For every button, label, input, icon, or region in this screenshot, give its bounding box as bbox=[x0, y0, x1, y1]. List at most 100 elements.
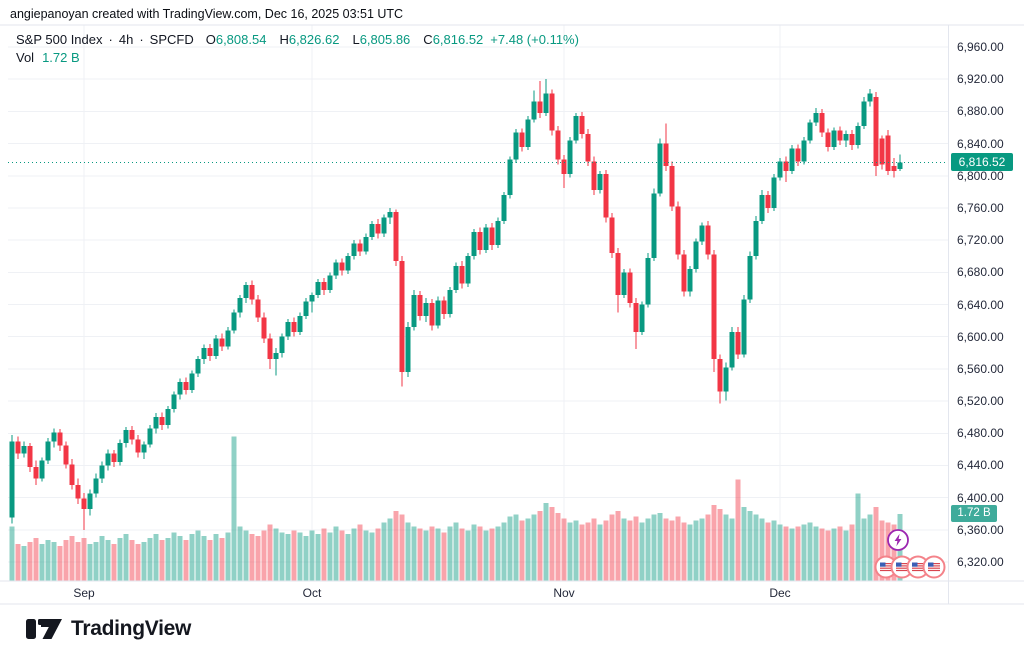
volume-bar bbox=[555, 512, 561, 581]
volume-bar bbox=[189, 534, 195, 581]
volume-bar bbox=[807, 522, 813, 581]
candle-body bbox=[141, 444, 147, 453]
volume-bar bbox=[165, 538, 171, 581]
volume-bar bbox=[423, 530, 429, 581]
candle-body bbox=[579, 116, 585, 134]
candle-body bbox=[711, 254, 717, 360]
economic-event-flag-marker[interactable] bbox=[922, 555, 946, 579]
price-tick-label: 6,520.00 bbox=[957, 394, 1004, 409]
candle-body bbox=[393, 211, 399, 262]
volume-bar bbox=[333, 526, 339, 581]
legend-close: C6,816.52 bbox=[423, 32, 483, 47]
legend-symbol-title[interactable]: S&P 500 Index bbox=[16, 32, 103, 47]
legend-separator-1: · bbox=[108, 32, 113, 47]
candle-body bbox=[753, 220, 759, 257]
candle-body bbox=[783, 161, 789, 171]
candle-body bbox=[519, 132, 525, 147]
price-tick-label: 6,440.00 bbox=[957, 458, 1004, 473]
volume-bar bbox=[261, 530, 267, 581]
candle-body bbox=[555, 130, 561, 160]
price-tick-label: 6,920.00 bbox=[957, 72, 1004, 87]
volume-bar bbox=[33, 538, 39, 581]
volume-bar bbox=[645, 518, 651, 581]
candle-body bbox=[741, 299, 747, 355]
volume-bar bbox=[291, 530, 297, 581]
candle-body bbox=[315, 281, 321, 295]
volume-bar bbox=[567, 522, 573, 581]
candle-body bbox=[705, 225, 711, 255]
volume-bar bbox=[507, 516, 513, 581]
candle-body bbox=[615, 253, 621, 295]
candle-body bbox=[411, 294, 417, 328]
volume-bar bbox=[711, 504, 717, 581]
volume-bar bbox=[615, 510, 621, 581]
candle-body bbox=[231, 312, 237, 331]
candle-body bbox=[9, 441, 15, 518]
volume-bar bbox=[237, 526, 243, 581]
legend-interval[interactable]: 4h bbox=[118, 32, 134, 47]
legend-symbol-code[interactable]: SPCFD bbox=[149, 32, 194, 47]
volume-bar bbox=[651, 514, 657, 581]
time-scale[interactable]: Sep Oct Nov Dec bbox=[0, 581, 948, 604]
volume-bar bbox=[723, 514, 729, 581]
price-tick-label: 6,880.00 bbox=[957, 104, 1004, 119]
volume-bar bbox=[891, 524, 897, 581]
volume-bar bbox=[717, 508, 723, 581]
candle-body bbox=[345, 256, 351, 271]
candle-body bbox=[33, 467, 39, 479]
volume-bar bbox=[705, 514, 711, 581]
economic-event-lightning-marker[interactable] bbox=[887, 529, 909, 551]
volume-bar bbox=[489, 528, 495, 581]
volume-bar bbox=[141, 542, 147, 581]
tradingview-logo[interactable]: TradingView bbox=[26, 616, 191, 642]
candle-body bbox=[573, 116, 579, 141]
candle-body bbox=[387, 211, 393, 218]
legend-separator-2: · bbox=[139, 32, 144, 47]
candle-body bbox=[663, 143, 669, 167]
volume-bar bbox=[45, 540, 51, 581]
candle-body bbox=[147, 428, 153, 445]
candle-body bbox=[201, 347, 207, 360]
candle-body bbox=[159, 417, 165, 426]
volume-bar bbox=[105, 540, 111, 581]
volume-bar bbox=[327, 532, 333, 581]
volume-bar bbox=[441, 532, 447, 581]
volume-bar bbox=[315, 534, 321, 581]
price-scale[interactable]: 6,816.52 1.72 B 6,960.00 6,920.00 6,880.00… bbox=[948, 25, 1024, 604]
candle-body bbox=[153, 417, 159, 429]
candle-body bbox=[471, 232, 477, 257]
volume-bar bbox=[687, 524, 693, 581]
volume-bar bbox=[561, 518, 567, 581]
candle-body bbox=[681, 254, 687, 292]
candle-body bbox=[489, 227, 495, 245]
candle-body bbox=[267, 338, 273, 360]
candle-body bbox=[165, 409, 171, 426]
legend-high: H6,826.62 bbox=[279, 32, 339, 47]
volume-bar bbox=[639, 522, 645, 581]
candle-body bbox=[513, 132, 519, 160]
volume-bar bbox=[375, 528, 381, 581]
legend-open: O6,808.54 bbox=[206, 32, 267, 47]
candle-body bbox=[111, 453, 117, 463]
volume-bar bbox=[267, 524, 273, 581]
volume-bar bbox=[477, 526, 483, 581]
candle-body bbox=[549, 93, 555, 131]
candle-body bbox=[897, 162, 903, 169]
candle-body bbox=[585, 133, 591, 162]
time-tick-label-oct: Oct bbox=[302, 586, 322, 600]
candle-body bbox=[321, 281, 327, 291]
candle-body bbox=[525, 119, 531, 147]
candle-body bbox=[567, 140, 573, 175]
candle-body bbox=[285, 322, 291, 337]
volume-bar bbox=[861, 518, 867, 581]
candle-body bbox=[45, 441, 51, 461]
volume-bar bbox=[543, 503, 549, 581]
volume-bar bbox=[513, 514, 519, 581]
volume-bar bbox=[591, 518, 597, 581]
volume-bar bbox=[867, 514, 873, 581]
candle-body bbox=[243, 285, 249, 299]
volume-bar bbox=[183, 540, 189, 581]
candle-body bbox=[675, 206, 681, 255]
